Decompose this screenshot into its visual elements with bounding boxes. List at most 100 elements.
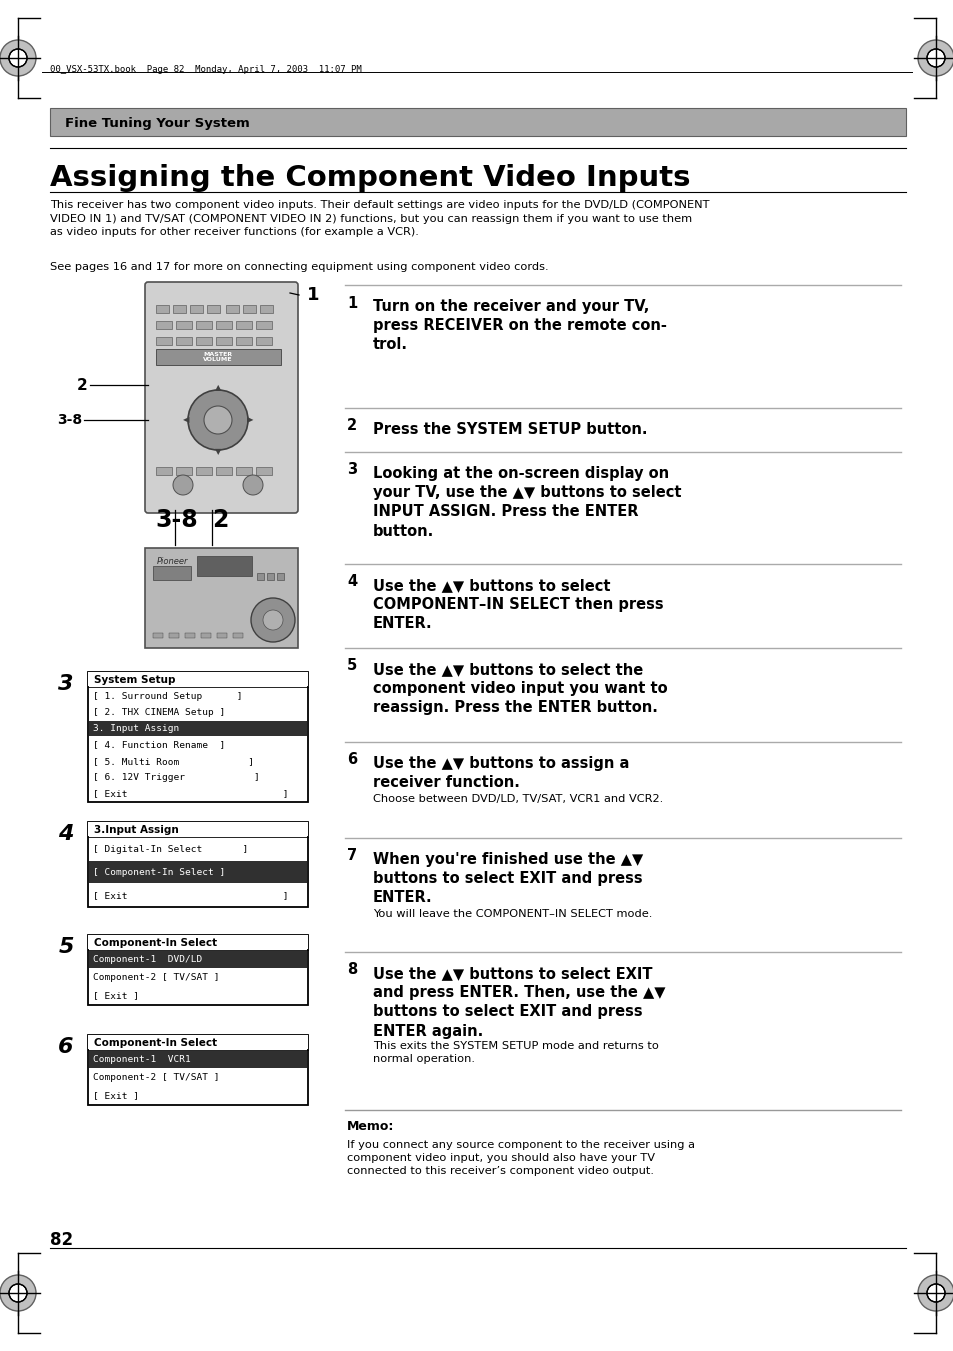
Bar bbox=[89, 1051, 307, 1069]
Bar bbox=[175, 467, 192, 476]
Bar bbox=[216, 634, 227, 638]
Text: 4: 4 bbox=[347, 574, 356, 589]
Text: Component-1  VCR1: Component-1 VCR1 bbox=[92, 1055, 191, 1065]
Text: Component-2 [ TV/SAT ]: Component-2 [ TV/SAT ] bbox=[92, 974, 219, 982]
Text: 7: 7 bbox=[347, 848, 356, 863]
Text: When you're finished use the ▲▼
buttons to select EXIT and press
ENTER.: When you're finished use the ▲▼ buttons … bbox=[373, 852, 642, 905]
Text: This exits the SYSTEM SETUP mode and returns to
normal operation.: This exits the SYSTEM SETUP mode and ret… bbox=[373, 1042, 659, 1065]
Bar bbox=[88, 821, 308, 907]
Text: ◀: ◀ bbox=[183, 416, 189, 424]
Bar bbox=[243, 305, 255, 313]
Text: Use the ▲▼ buttons to assign a
receiver function.: Use the ▲▼ buttons to assign a receiver … bbox=[373, 757, 629, 790]
Text: Use the ▲▼ buttons to select
COMPONENT–IN SELECT then press
ENTER.: Use the ▲▼ buttons to select COMPONENT–I… bbox=[373, 578, 663, 631]
Bar bbox=[156, 305, 169, 313]
Text: Press the SYSTEM SETUP button.: Press the SYSTEM SETUP button. bbox=[373, 422, 647, 436]
Text: 6: 6 bbox=[347, 753, 356, 767]
Circle shape bbox=[926, 49, 944, 68]
Bar bbox=[233, 634, 243, 638]
Text: [ 2. THX CINEMA Setup ]: [ 2. THX CINEMA Setup ] bbox=[92, 708, 225, 717]
Text: 1: 1 bbox=[307, 286, 319, 304]
Bar bbox=[207, 305, 220, 313]
Text: 6: 6 bbox=[58, 1038, 73, 1056]
Circle shape bbox=[188, 390, 248, 450]
Bar bbox=[215, 467, 232, 476]
Text: 1: 1 bbox=[347, 296, 356, 311]
Text: 3-8: 3-8 bbox=[154, 508, 197, 532]
Text: 3: 3 bbox=[347, 462, 356, 477]
Bar bbox=[256, 573, 264, 580]
Text: Pioneer: Pioneer bbox=[157, 558, 189, 566]
Text: Use the ▲▼ buttons to select the
component video input you want to
reassign. Pre: Use the ▲▼ buttons to select the compone… bbox=[373, 662, 667, 716]
Circle shape bbox=[251, 598, 294, 642]
Bar bbox=[88, 935, 308, 948]
Text: [ 4. Function Rename  ]: [ 4. Function Rename ] bbox=[92, 740, 225, 750]
Text: 3.Input Assign: 3.Input Assign bbox=[94, 825, 178, 835]
Bar bbox=[276, 573, 284, 580]
Text: Component-In Select: Component-In Select bbox=[94, 1038, 217, 1048]
Circle shape bbox=[926, 1283, 944, 1302]
Circle shape bbox=[0, 41, 36, 76]
Circle shape bbox=[9, 1283, 27, 1302]
Circle shape bbox=[172, 476, 193, 494]
FancyBboxPatch shape bbox=[145, 282, 297, 513]
Text: [ Exit                           ]: [ Exit ] bbox=[92, 892, 288, 900]
Text: See pages 16 and 17 for more on connecting equipment using component video cords: See pages 16 and 17 for more on connecti… bbox=[50, 262, 548, 272]
Bar bbox=[235, 336, 252, 345]
Bar bbox=[88, 671, 308, 686]
Bar bbox=[88, 935, 308, 1005]
Bar bbox=[156, 349, 281, 365]
Text: MASTER
VOLUME: MASTER VOLUME bbox=[203, 351, 233, 362]
Bar bbox=[190, 305, 203, 313]
Circle shape bbox=[917, 41, 953, 76]
Circle shape bbox=[243, 476, 263, 494]
Bar bbox=[267, 573, 274, 580]
Bar bbox=[235, 322, 252, 330]
Bar bbox=[201, 634, 211, 638]
Text: [ Component-In Select ]: [ Component-In Select ] bbox=[92, 867, 225, 877]
Bar bbox=[195, 467, 212, 476]
Text: Component-2 [ TV/SAT ]: Component-2 [ TV/SAT ] bbox=[92, 1074, 219, 1082]
Text: If you connect any source component to the receiver using a
component video inpu: If you connect any source component to t… bbox=[347, 1140, 695, 1177]
Text: 5: 5 bbox=[58, 938, 73, 957]
Bar bbox=[235, 467, 252, 476]
Text: 2: 2 bbox=[77, 377, 88, 393]
Bar bbox=[175, 336, 192, 345]
Bar bbox=[255, 336, 272, 345]
Text: [ 6. 12V Trigger            ]: [ 6. 12V Trigger ] bbox=[92, 773, 259, 782]
Text: [ Exit ]: [ Exit ] bbox=[92, 992, 139, 1001]
Bar bbox=[156, 467, 172, 476]
Text: 2: 2 bbox=[212, 508, 228, 532]
Circle shape bbox=[9, 49, 27, 68]
Text: You will leave the COMPONENT–IN SELECT mode.: You will leave the COMPONENT–IN SELECT m… bbox=[373, 909, 652, 919]
Text: Turn on the receiver and your TV,
press RECEIVER on the remote con-
trol.: Turn on the receiver and your TV, press … bbox=[373, 299, 666, 353]
Text: 2: 2 bbox=[347, 419, 356, 434]
Bar bbox=[195, 336, 212, 345]
Bar bbox=[89, 720, 307, 736]
Bar bbox=[196, 557, 252, 576]
Text: This receiver has two component video inputs. Their default settings are video i: This receiver has two component video in… bbox=[50, 200, 709, 238]
Text: 00_VSX-53TX.book  Page 82  Monday, April 7, 2003  11:07 PM: 00_VSX-53TX.book Page 82 Monday, April 7… bbox=[50, 65, 361, 74]
Bar bbox=[152, 634, 163, 638]
Text: 3-8: 3-8 bbox=[57, 413, 82, 427]
Text: ▶: ▶ bbox=[247, 416, 253, 424]
Text: Use the ▲▼ buttons to select EXIT
and press ENTER. Then, use the ▲▼
buttons to s: Use the ▲▼ buttons to select EXIT and pr… bbox=[373, 966, 665, 1039]
Bar bbox=[156, 336, 172, 345]
Bar bbox=[88, 821, 308, 836]
Text: 4: 4 bbox=[58, 824, 73, 844]
Bar bbox=[175, 322, 192, 330]
Bar bbox=[172, 305, 186, 313]
Circle shape bbox=[0, 1275, 36, 1310]
Bar bbox=[88, 1035, 308, 1105]
Text: 5: 5 bbox=[347, 658, 356, 674]
Text: [ 1. Surround Setup      ]: [ 1. Surround Setup ] bbox=[92, 692, 242, 701]
Bar bbox=[152, 566, 191, 580]
Bar bbox=[195, 322, 212, 330]
Text: Component-In Select: Component-In Select bbox=[94, 938, 217, 948]
Bar bbox=[88, 1035, 308, 1048]
Text: ▼: ▼ bbox=[214, 447, 221, 457]
Text: 3. Input Assign: 3. Input Assign bbox=[92, 724, 179, 734]
Circle shape bbox=[263, 611, 283, 630]
Bar bbox=[255, 322, 272, 330]
Text: System Setup: System Setup bbox=[94, 676, 175, 685]
Circle shape bbox=[204, 407, 232, 434]
